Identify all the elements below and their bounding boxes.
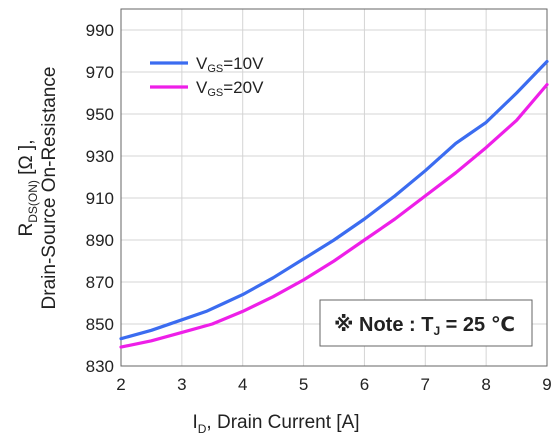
- series-line-1: [119, 83, 549, 349]
- series-layer: [119, 59, 549, 349]
- series-line-0: [119, 59, 549, 341]
- x-tick-label-7: 9: [542, 375, 551, 394]
- y-tick-label-3: 890: [86, 231, 114, 250]
- annotation-text: ※ Note : TJ = 25 ℃: [334, 314, 515, 338]
- y-axis-title: RDS(ON) [Ω ], Drain-Source On-Resistance: [16, 67, 60, 310]
- legend: VGS=10V VGS=20V: [150, 54, 264, 99]
- y-axis-title-line2: Drain-Source On-Resistance: [39, 67, 60, 310]
- y-tick-label-5: 930: [86, 147, 114, 166]
- legend-label-0: VGS=10V: [196, 54, 264, 75]
- x-tick-labels: 2 3 4 5 6 7 8 9: [116, 375, 551, 394]
- y-tick-label-7: 970: [86, 63, 114, 82]
- y-tick-label-1: 850: [86, 315, 114, 334]
- x-axis-title: ID, Drain Current [A]: [192, 412, 359, 436]
- legend-entry-1: VGS=20V: [150, 78, 264, 99]
- y-tick-label-6: 950: [86, 105, 114, 124]
- y-tick-label-2: 870: [86, 273, 114, 292]
- y-tick-labels: 830 850 870 890 910 930 950 970 990: [86, 21, 114, 376]
- x-tick-label-5: 7: [421, 375, 430, 394]
- y-tick-label-8: 990: [86, 21, 114, 40]
- x-tick-label-6: 8: [481, 375, 490, 394]
- x-tick-label-0: 2: [116, 375, 125, 394]
- plot-frame: [120, 8, 548, 367]
- y-axis-title-line1: RDS(ON) [Ω ],: [16, 139, 40, 236]
- x-tick-label-2: 4: [238, 375, 247, 394]
- legend-label-1: VGS=20V: [196, 78, 264, 99]
- x-tick-label-3: 5: [299, 375, 308, 394]
- x-tick-label-4: 6: [360, 375, 369, 394]
- y-tick-label-4: 910: [86, 189, 114, 208]
- legend-entry-0: VGS=10V: [150, 54, 264, 75]
- annotation-box: [319, 299, 533, 347]
- y-tick-label-0: 830: [86, 357, 114, 376]
- x-tick-label-1: 3: [177, 375, 186, 394]
- annotation-note: ※ Note : TJ = 25 ℃: [319, 299, 533, 347]
